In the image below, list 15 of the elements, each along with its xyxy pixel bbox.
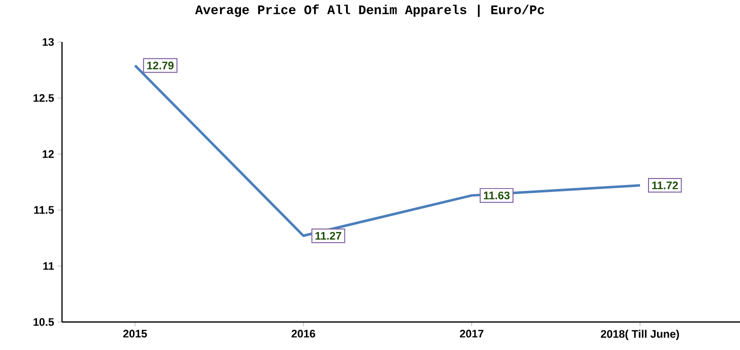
data-label: 11.72 xyxy=(652,182,678,190)
x-tick-label: 2015 xyxy=(123,330,147,338)
x-tick-label: 2016 xyxy=(292,330,316,338)
y-tick-label: 11.5 xyxy=(34,206,54,214)
y-tick-label: 13 xyxy=(42,38,54,46)
y-tick-label: 11 xyxy=(43,262,54,270)
chart-title: Average Price Of All Denim Apparels | Euro/Pc xyxy=(195,4,544,17)
data-label: 11.63 xyxy=(484,192,510,200)
x-tick-label: 2017 xyxy=(460,330,484,338)
x-tick-label: 2018( Till June) xyxy=(600,330,679,340)
y-tick-label: 10.5 xyxy=(34,318,54,326)
data-label: 11.27 xyxy=(316,232,342,240)
y-tick-label: 12.5 xyxy=(34,94,54,102)
y-tick-label: 12 xyxy=(42,150,54,158)
data-label: 12.79 xyxy=(147,62,174,70)
